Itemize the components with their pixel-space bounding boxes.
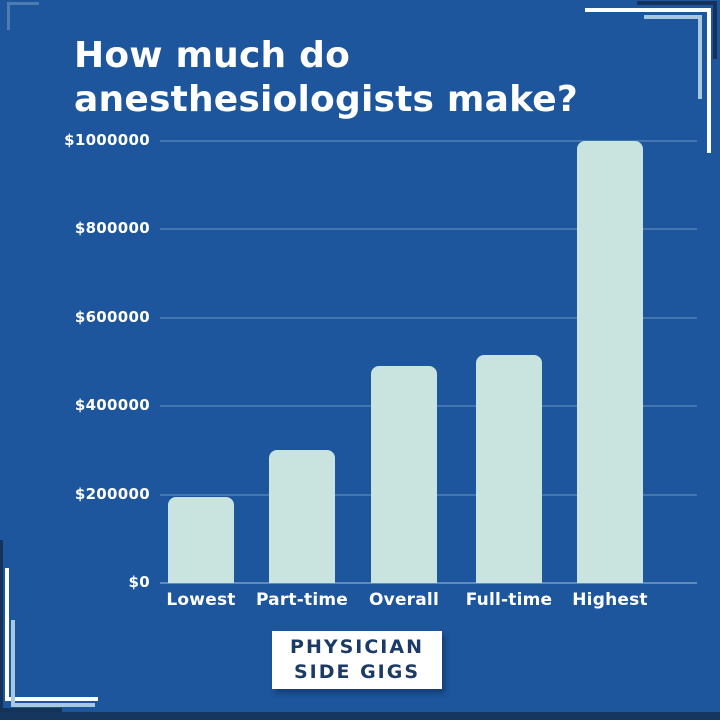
x-tick-label: Full-time: [465, 590, 553, 610]
y-tick-label: $600000: [74, 307, 150, 326]
page-title: How much do anesthesiologists make?: [74, 34, 578, 122]
bar-overall: [371, 366, 437, 583]
x-tick-label: Overall: [369, 590, 439, 610]
y-tick-label: $800000: [74, 219, 150, 238]
bar-full-time: [476, 355, 542, 583]
brand-logo: PHYSICIAN SIDE GIGS: [272, 631, 442, 689]
plot-area: [160, 140, 697, 584]
corner-bracket-bottom-left-pale-icon: [11, 620, 95, 707]
y-tick-label: $400000: [74, 396, 150, 415]
y-axis: $1000000 $800000 $600000 $400000 $200000 $0: [20, 131, 150, 591]
x-axis: Lowest Part-time Overall Full-time Highest: [160, 590, 697, 616]
corner-bracket-top-right-white-icon: [585, 8, 711, 153]
bar-lowest: [168, 496, 234, 583]
bar-highest: [577, 141, 643, 583]
x-axis-line: [160, 582, 697, 584]
x-tick-label: Highest: [572, 590, 648, 610]
y-tick-label: $1000000: [64, 131, 150, 149]
page-title-line-2: anesthesiologists make?: [74, 78, 578, 120]
bar-part-time: [269, 450, 335, 583]
corner-bracket-top-right-navy-icon: [637, 1, 717, 59]
y-tick-label: $200000: [74, 484, 150, 503]
brand-logo-line-2: SIDE GIGS: [293, 661, 421, 683]
x-tick-label: Lowest: [166, 590, 236, 610]
gridline: [160, 316, 697, 319]
page-title-line-1: How much do: [74, 35, 350, 76]
bottom-edge-strip: [0, 712, 720, 720]
brand-logo-line-1: PHYSICIAN: [290, 636, 424, 658]
gridline: [160, 228, 697, 231]
gridline: [160, 140, 697, 142]
corner-bracket-top-left-icon: [7, 2, 39, 30]
x-tick-label: Part-time: [255, 590, 349, 610]
y-tick-label: $0: [128, 573, 150, 591]
corner-bracket-top-right-pale-icon: [644, 15, 702, 99]
